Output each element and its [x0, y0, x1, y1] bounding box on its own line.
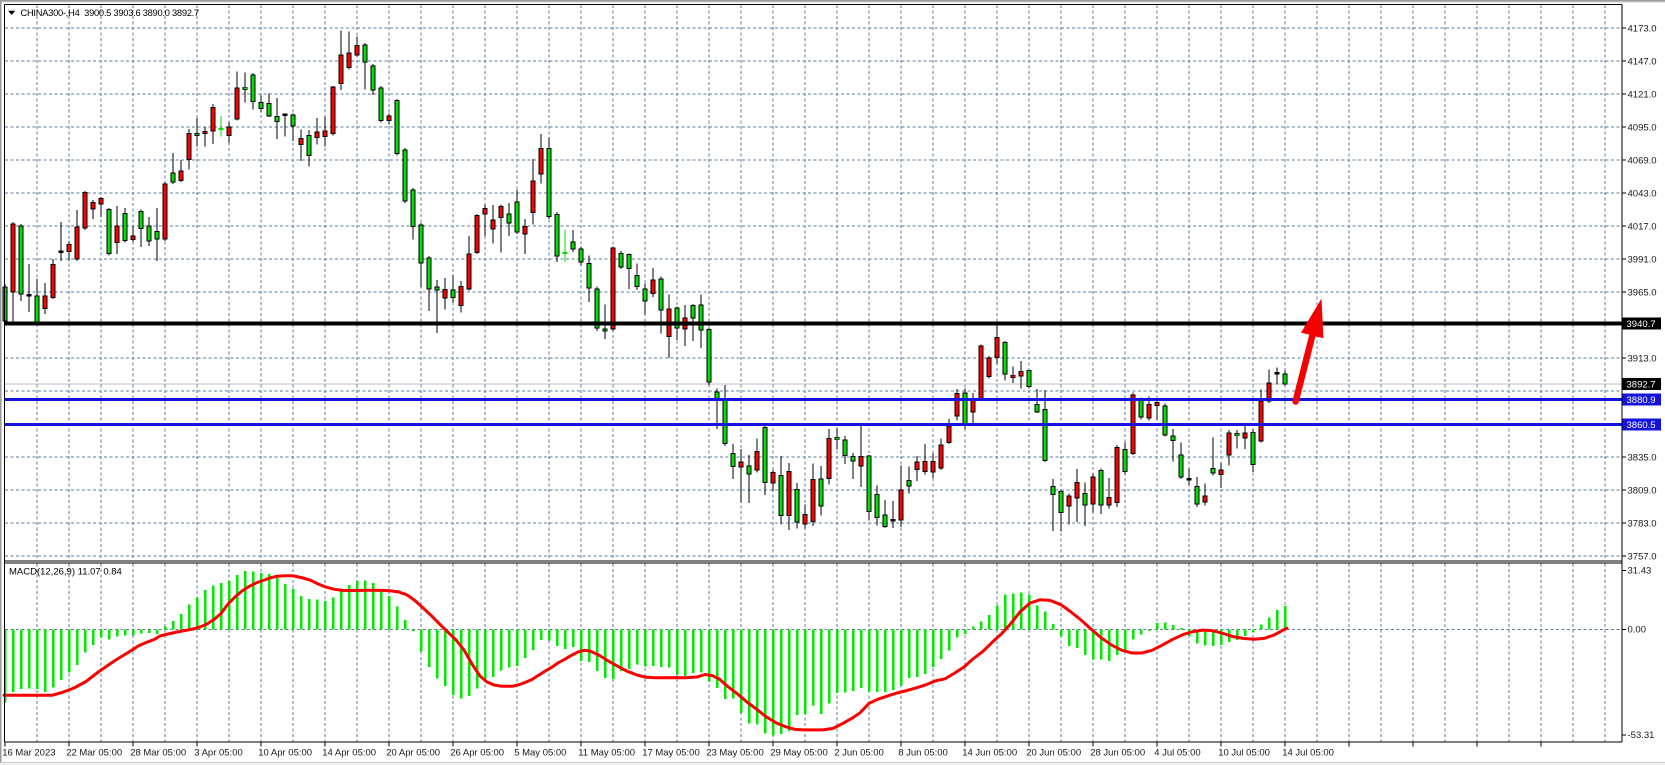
svg-text:4121.0: 4121.0 [1628, 90, 1657, 101]
svg-text:4 Jul 05:00: 4 Jul 05:00 [1154, 748, 1200, 759]
svg-text:10 Jul 05:00: 10 Jul 05:00 [1218, 748, 1270, 759]
svg-text:14 Jul 05:00: 14 Jul 05:00 [1282, 748, 1334, 759]
svg-text:4173.0: 4173.0 [1628, 24, 1657, 35]
svg-text:3880.9: 3880.9 [1627, 395, 1656, 406]
svg-text:11 May 05:00: 11 May 05:00 [578, 748, 635, 759]
svg-text:CHINA300-,H4 3900.5 3903.6 38: CHINA300-,H4 3900.5 3903.6 3890.0 3892.7 [21, 8, 199, 18]
svg-text:3940.7: 3940.7 [1627, 319, 1656, 330]
svg-text:3783.0: 3783.0 [1628, 519, 1657, 530]
svg-text:2 Jun 05:00: 2 Jun 05:00 [834, 748, 884, 759]
svg-text:4069.0: 4069.0 [1628, 156, 1657, 167]
svg-text:3 Apr 05:00: 3 Apr 05:00 [194, 748, 243, 759]
svg-text:3913.0: 3913.0 [1628, 354, 1657, 365]
svg-text:17 May 05:00: 17 May 05:00 [642, 748, 700, 759]
svg-text:3835.0: 3835.0 [1628, 453, 1657, 464]
svg-text:16 Mar 2023: 16 Mar 2023 [2, 748, 55, 759]
svg-text:3965.0: 3965.0 [1628, 288, 1657, 299]
svg-text:3809.0: 3809.0 [1628, 486, 1657, 497]
svg-text:4147.0: 4147.0 [1628, 57, 1657, 68]
svg-text:14 Jun 05:00: 14 Jun 05:00 [962, 748, 1017, 759]
svg-text:4095.0: 4095.0 [1628, 123, 1657, 134]
svg-text:20 Jun 05:00: 20 Jun 05:00 [1026, 748, 1081, 759]
svg-text:MACD(12,26,9) 11.07 0.84: MACD(12,26,9) 11.07 0.84 [9, 566, 122, 577]
svg-text:3757.0: 3757.0 [1628, 552, 1657, 563]
svg-text:14 Apr 05:00: 14 Apr 05:00 [322, 748, 376, 759]
svg-text:5 May 05:00: 5 May 05:00 [514, 748, 566, 759]
svg-text:28 Mar 05:00: 28 Mar 05:00 [130, 748, 186, 759]
svg-text:23 May 05:00: 23 May 05:00 [706, 748, 764, 759]
svg-text:22 Mar 05:00: 22 Mar 05:00 [66, 748, 122, 759]
svg-text:3991.0: 3991.0 [1628, 255, 1657, 266]
svg-text:0.00: 0.00 [1628, 625, 1647, 636]
svg-text:4043.0: 4043.0 [1628, 189, 1657, 200]
svg-text:29 May 05:00: 29 May 05:00 [770, 748, 828, 759]
svg-text:31.43: 31.43 [1628, 566, 1652, 577]
svg-text:10 Apr 05:00: 10 Apr 05:00 [258, 748, 312, 759]
svg-text:28 Jun 05:00: 28 Jun 05:00 [1090, 748, 1145, 759]
svg-text:4017.0: 4017.0 [1628, 222, 1657, 233]
svg-text:3892.7: 3892.7 [1627, 379, 1656, 390]
svg-text:26 Apr 05:00: 26 Apr 05:00 [450, 748, 504, 759]
svg-text:20 Apr 05:00: 20 Apr 05:00 [386, 748, 440, 759]
svg-text:8 Jun 05:00: 8 Jun 05:00 [898, 748, 948, 759]
svg-text:3860.5: 3860.5 [1627, 420, 1656, 431]
svg-text:-53.31: -53.31 [1628, 730, 1655, 741]
